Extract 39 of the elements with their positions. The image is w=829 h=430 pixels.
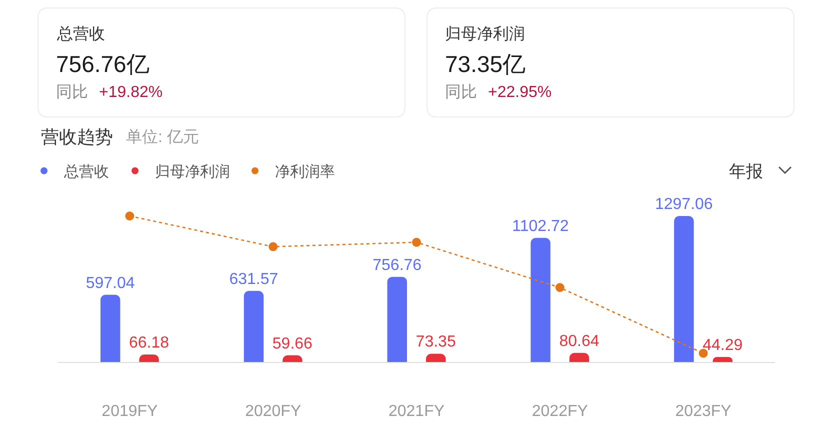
point [555,283,564,292]
data-label: 73.35 [416,334,456,351]
bar [100,294,120,362]
legend-label: 总营收 [63,164,109,181]
data-label: 631.57 [229,270,278,288]
text: 73.35亿 [445,51,526,77]
bar [244,290,264,362]
data-label: 1102.72 [512,218,569,235]
data-label: 80.64 [559,332,600,350]
bar [569,352,590,362]
bar [674,216,694,362]
bar [387,276,408,362]
x-tick-label: 2019FY [102,403,158,420]
text: 归母净利润 [445,25,525,43]
data-label: 756.76 [372,256,422,274]
point [412,238,421,247]
legend-label: 归母净利润 [155,164,230,181]
text: 年报 [729,162,763,181]
legend-label: 净利润率 [275,164,335,181]
bar [530,238,550,362]
data-label: 66.18 [128,334,170,352]
text: +19.82% [99,84,163,101]
point [268,242,278,252]
data-label: 59.66 [272,335,313,352]
chart-subtitle: 单位: 亿元 [126,128,199,146]
text: 同比 [445,83,477,101]
x-tick-label: 2022FY [532,403,588,420]
data-label: 1297.06 [654,196,713,213]
x-tick-label: 2023FY [675,403,732,420]
text: +22.95% [488,84,552,101]
x-tick-label: 2020FY [245,403,302,420]
text: 总营收 [56,25,105,43]
x-tick-label: 2021FY [388,403,445,420]
data-label: 597.04 [86,274,135,292]
chart-title: 营收趋势 [41,127,113,147]
point [125,212,134,220]
text: 同比 [56,83,88,101]
data-label: 44.29 [702,337,743,354]
text: 756.76亿 [56,51,150,77]
